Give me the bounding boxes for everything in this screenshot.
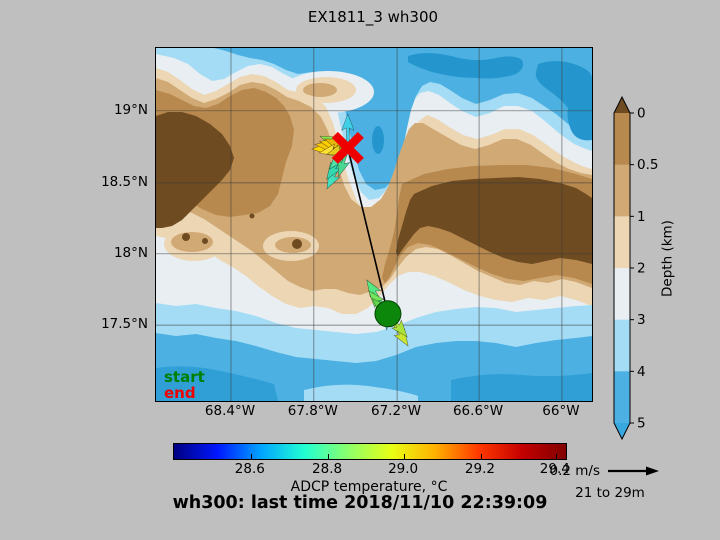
velocity-scale-arrow-icon	[608, 466, 659, 476]
map-canvas: start end	[156, 48, 592, 401]
temp-tick-label: 29.0	[388, 461, 419, 477]
lat-tick-label: 19°N	[113, 101, 148, 118]
end-label: end	[164, 384, 196, 401]
temperature-colorbar-label: ADCP temperature, °C	[290, 479, 448, 495]
lon-tick-label: 67.8°W	[287, 403, 338, 419]
start-marker	[374, 300, 402, 328]
bin-depth-range-label: 21 to 29m	[575, 485, 645, 501]
track-markers	[331, 131, 402, 328]
depth-tick-label: 4	[637, 364, 646, 380]
start-label: start	[164, 368, 205, 386]
depth-colorbar: 0 0.5 1 2 3 4 5	[613, 95, 658, 441]
lat-tick-label: 17.5°N	[101, 316, 148, 333]
lon-tick-label: 68.4°W	[204, 403, 256, 419]
temp-tick-mark	[404, 454, 406, 459]
plot-title: EX1811_3 wh300	[307, 8, 439, 26]
track-line	[347, 147, 389, 314]
status-line: wh300: last time 2018/11/10 22:39:09	[172, 493, 548, 513]
depth-tick-label: 0	[637, 106, 646, 122]
end-marker	[331, 131, 364, 164]
depth-tick-label: 5	[637, 416, 646, 432]
depth-colorbar-label: Depth (km)	[659, 220, 676, 297]
depth-tick-label: 2	[637, 261, 646, 277]
velocity-scale-label: 0.2 m/s	[549, 463, 601, 479]
temperature-colorbar	[173, 443, 567, 460]
temp-tick-label: 28.8	[312, 461, 343, 477]
lat-tick-label: 18.5°N	[101, 173, 148, 190]
temp-tick-mark	[250, 454, 252, 459]
temp-tick-mark	[328, 454, 330, 459]
temp-tick-label: 29.2	[464, 461, 495, 477]
lon-tick-label: 67.2°W	[371, 403, 422, 419]
bathymetry-layer	[156, 48, 592, 401]
depth-tick-label: 3	[637, 312, 646, 328]
map-plot: start end	[155, 47, 593, 402]
lat-tick-label: 18°N	[113, 244, 148, 261]
depth-tick-label: 0.5	[637, 157, 658, 173]
lon-tick-label: 66.6°W	[452, 403, 504, 419]
temp-tick-mark	[555, 454, 557, 459]
lon-tick-label: 66°W	[542, 403, 580, 419]
temp-tick-mark	[480, 454, 482, 459]
temp-tick-label: 28.6	[234, 461, 265, 477]
depth-tick-label: 1	[637, 209, 646, 225]
temp-tick-label: 29.4	[539, 461, 570, 477]
grid-layer	[156, 48, 592, 401]
